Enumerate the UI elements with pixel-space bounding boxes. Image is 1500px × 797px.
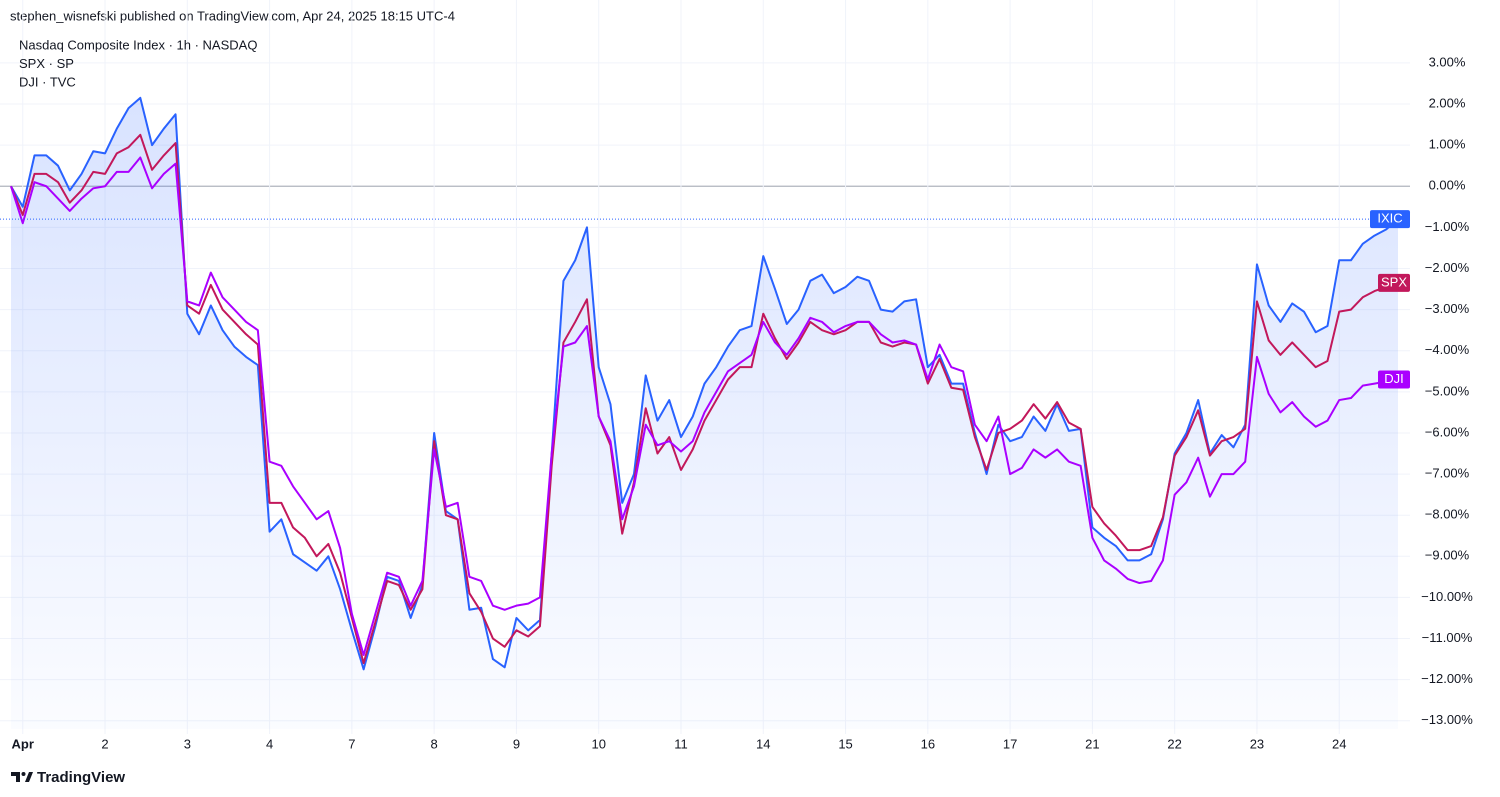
price-tag xyxy=(1370,210,1410,229)
y-tick-label: −12.00% xyxy=(1421,671,1473,686)
price-tag-label: DJI xyxy=(1384,371,1404,386)
x-tick-label: 4 xyxy=(266,736,273,751)
y-tick-label: 3.00% xyxy=(1429,54,1466,69)
x-tick-label: 22 xyxy=(1167,736,1181,751)
x-tick-label: 23 xyxy=(1250,736,1264,751)
y-tick-label: −9.00% xyxy=(1425,548,1470,563)
y-tick-label: 2.00% xyxy=(1429,95,1466,110)
price-tag-label: IXIC xyxy=(1377,211,1402,226)
logo-mark xyxy=(11,772,20,782)
y-tick-label: −13.00% xyxy=(1421,712,1473,727)
y-tick-label: 1.00% xyxy=(1429,137,1466,152)
x-tick-label: 3 xyxy=(184,736,191,751)
x-tick-label: 2 xyxy=(101,736,108,751)
legend-entry: DJI · TVC xyxy=(19,74,76,89)
logo-mark xyxy=(21,772,26,776)
x-tick-label: Apr xyxy=(12,736,34,751)
legend-entry: SPX · SP xyxy=(19,56,74,71)
y-tick-label: −1.00% xyxy=(1425,219,1470,234)
y-tick-label: −7.00% xyxy=(1425,466,1470,481)
x-tick-label: 11 xyxy=(674,736,688,751)
x-tick-label: 15 xyxy=(838,736,852,751)
y-tick-label: −4.00% xyxy=(1425,342,1470,357)
price-tag xyxy=(1378,370,1410,389)
series-line xyxy=(10,133,1399,665)
x-tick-label: 9 xyxy=(513,736,520,751)
y-tick-label: −3.00% xyxy=(1425,301,1470,316)
x-tick-label: 24 xyxy=(1332,736,1346,751)
y-tick-label: −10.00% xyxy=(1421,589,1473,604)
series-line xyxy=(10,156,1399,656)
x-tick-label: 16 xyxy=(921,736,935,751)
logo xyxy=(11,772,33,782)
x-tick-label: 17 xyxy=(1003,736,1017,751)
price-tag xyxy=(1378,273,1410,292)
x-tick-label: 21 xyxy=(1085,736,1099,751)
y-tick-label: −8.00% xyxy=(1425,507,1470,522)
x-tick-label: 8 xyxy=(431,736,438,751)
y-tick-label: −5.00% xyxy=(1425,383,1470,398)
plot xyxy=(0,96,1410,729)
x-tick-label: 7 xyxy=(348,736,355,751)
y-tick-label: −2.00% xyxy=(1425,260,1470,275)
footer-brand: TradingView xyxy=(37,769,125,786)
x-tick-label: 14 xyxy=(756,736,770,751)
y-tick-label: 0.00% xyxy=(1429,178,1466,193)
logo-mark xyxy=(25,772,33,782)
y-tick-label: −11.00% xyxy=(1422,630,1473,645)
header: stephen_wisnefski published on TradingVi… xyxy=(10,8,455,23)
legend-entry: Nasdaq Composite Index · 1h · NASDAQ xyxy=(19,37,257,52)
y-tick-label: −6.00% xyxy=(1425,424,1470,439)
x-tick-label: 10 xyxy=(591,736,605,751)
price-tag-label: SPX xyxy=(1381,274,1407,289)
